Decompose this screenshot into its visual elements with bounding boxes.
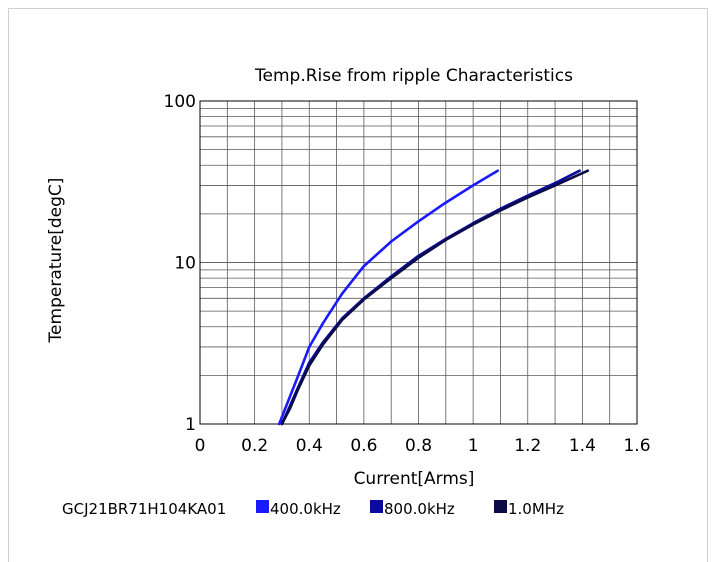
chart-title: Temp.Rise from ripple Characteristics bbox=[254, 66, 573, 86]
x-axis-label: Current[Arms] bbox=[354, 469, 475, 489]
legend: GCJ21BR71H104KA01 400.0kHz 800.0kHz 1.0MHz bbox=[62, 500, 564, 518]
legend-swatch-2 bbox=[370, 500, 383, 513]
grid bbox=[199, 100, 638, 425]
x-tick-label: 1.2 bbox=[514, 436, 541, 456]
x-tick-label: 0.6 bbox=[350, 436, 377, 456]
x-tick-label: 0.8 bbox=[405, 436, 432, 456]
series-layer bbox=[277, 169, 590, 426]
legend-label-3: 1.0MHz bbox=[508, 500, 564, 518]
legend-swatch-3 bbox=[494, 500, 507, 513]
x-tick-label: 0.2 bbox=[241, 436, 268, 456]
y-tick-labels: 1 10 100 bbox=[164, 92, 196, 435]
y-tick-label: 10 bbox=[174, 254, 196, 274]
x-tick-labels: 0 0.2 0.4 0.6 0.8 1 1.2 1.4 1.6 bbox=[195, 436, 651, 456]
y-tick-label: 100 bbox=[164, 92, 196, 112]
series-line-2 bbox=[280, 169, 581, 426]
x-tick-label: 1 bbox=[468, 436, 479, 456]
x-tick-label: 0 bbox=[195, 436, 206, 456]
legend-label-1: 400.0kHz bbox=[270, 500, 341, 518]
series-line-1 bbox=[277, 169, 500, 426]
x-tick-label: 0.4 bbox=[296, 436, 323, 456]
y-tick-label: 1 bbox=[185, 415, 196, 435]
legend-label-2: 800.0kHz bbox=[384, 500, 455, 518]
legend-swatch-1 bbox=[256, 500, 269, 513]
plot-border bbox=[199, 100, 638, 425]
x-tick-label: 1.4 bbox=[569, 436, 596, 456]
y-axis-label: Temperature[degC] bbox=[46, 178, 66, 344]
x-tick-label: 1.6 bbox=[623, 436, 650, 456]
series-line-3 bbox=[280, 169, 590, 426]
chart-frame bbox=[8, 8, 708, 562]
legend-part-number: GCJ21BR71H104KA01 bbox=[62, 500, 226, 518]
